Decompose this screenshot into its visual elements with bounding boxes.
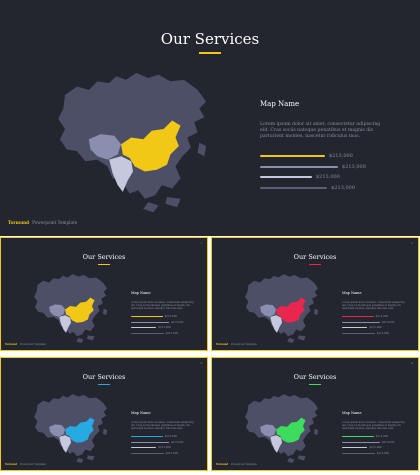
value-bar-2	[131, 441, 169, 443]
value-label-2: $213,000	[171, 320, 184, 324]
map-description: Lorem ipsum dolor sit amet, consectetur …	[342, 301, 405, 311]
value-label-4: $213,000	[376, 451, 390, 455]
map-description: Lorem ipsum dolor sit amet, consectetur …	[342, 421, 405, 431]
value-label-3: $213,000	[158, 326, 171, 329]
value-label-4: $213,000	[165, 451, 179, 455]
value-bar-3	[342, 327, 368, 329]
map-description: Lorem ipsum dolor sit amet, consectetur …	[131, 301, 194, 311]
brand-footer: Tormund Powerpoint Template	[216, 463, 257, 466]
value-bar-3	[131, 447, 157, 449]
slide-title: Our Services	[82, 373, 126, 381]
slide-title: Our Services	[293, 373, 337, 381]
brand-subtitle: Powerpoint Template	[32, 220, 78, 225]
value-label-2: $213,000	[342, 163, 366, 170]
value-label-1: $213,000	[375, 435, 389, 438]
value-label-2: $213,000	[171, 440, 184, 444]
slide-thumbnail-2[interactable]: Our Services Map Name Lorem ipsum dolor …	[211, 237, 419, 351]
brand-name: Tormund	[216, 343, 229, 346]
page-number: 2	[411, 242, 413, 245]
value-bar-3	[131, 327, 157, 329]
brand-subtitle: Powerpoint Template	[231, 343, 257, 346]
brand-name: Tormund	[5, 463, 18, 466]
asia-map	[48, 60, 218, 215]
value-bar-2	[342, 321, 380, 323]
asia-map	[240, 268, 324, 344]
slide-title: Our Services	[293, 253, 337, 261]
value-bar-2	[260, 165, 338, 168]
slide-title: Our Services	[82, 253, 126, 261]
brand-name: Tormund	[5, 343, 18, 346]
slide-thumbnail-3[interactable]: Our Services Map Name Lorem ipsum dolor …	[0, 357, 208, 471]
value-bar-4	[131, 452, 164, 454]
value-bar-4	[131, 332, 164, 334]
value-label-2: $213,000	[382, 320, 395, 324]
value-bar-1	[131, 316, 163, 318]
asia-map	[240, 388, 324, 464]
brand-subtitle: Powerpoint Template	[20, 463, 46, 466]
slide-thumbnail-1[interactable]: Our Services Map Name Lorem ipsum dolor …	[0, 237, 208, 351]
value-bar-2	[342, 441, 380, 443]
value-label-1: $213,000	[329, 153, 353, 159]
value-bar-4	[342, 452, 375, 454]
value-bar-2	[131, 321, 169, 323]
value-label-4: $213,000	[331, 184, 356, 191]
brand-subtitle: Powerpoint Template	[231, 463, 257, 466]
value-label-3: $213,000	[316, 174, 340, 181]
page-number: 1	[200, 242, 202, 245]
brand-footer: Tormund Powerpoint Template	[5, 463, 46, 466]
value-label-2: $213,000	[382, 440, 395, 444]
page-number: 3	[200, 362, 202, 365]
slide-thumbnail-4[interactable]: Our Services Map Name Lorem ipsum dolor …	[211, 357, 419, 471]
value-bar-3	[260, 176, 312, 179]
title-accent-line	[199, 52, 221, 54]
map-name-heading: Map Name	[342, 411, 362, 415]
map-name-heading: Map Name	[131, 291, 151, 295]
title-accent-line	[309, 384, 321, 385]
asia-map	[29, 388, 113, 464]
value-label-4: $213,000	[165, 331, 179, 335]
value-bar-1	[342, 436, 374, 438]
title-accent-line	[309, 264, 321, 265]
value-label-3: $213,000	[369, 326, 382, 329]
map-description: Lorem ipsum dolor sit amet, consectetur …	[131, 421, 194, 431]
map-name-heading: Map Name	[131, 411, 151, 415]
value-label-3: $213,000	[369, 446, 382, 449]
brand-footer: Tormund Powerpoint Template	[5, 343, 46, 346]
value-bar-1	[342, 316, 374, 318]
asia-map	[29, 268, 113, 344]
title-accent-line	[98, 384, 110, 385]
page-number: 4	[411, 362, 413, 365]
map-name-heading: Map Name	[342, 291, 362, 295]
value-label-1: $213,000	[164, 315, 178, 318]
value-label-3: $213,000	[158, 446, 171, 449]
value-bar-1	[131, 436, 163, 438]
brand-footer: Tormund Powerpoint Template	[216, 343, 257, 346]
brand-name: Tormund	[216, 463, 229, 466]
title-accent-line	[98, 264, 110, 265]
slide-title: Our Services	[160, 30, 260, 48]
value-label-4: $213,000	[376, 331, 390, 335]
brand-subtitle: Powerpoint Template	[20, 343, 46, 346]
main-slide: Our Services Map Name Lorem ipsum dolor …	[0, 0, 420, 236]
value-bar-3	[342, 447, 368, 449]
value-bar-1	[260, 155, 325, 158]
brand-footer: Tormund Powerpoint Template	[8, 220, 77, 225]
map-name-heading: Map Name	[260, 100, 300, 108]
value-label-1: $213,000	[164, 435, 178, 438]
brand-name: Tormund	[8, 220, 30, 225]
map-description: Lorem ipsum dolor sit amet, consectetur …	[260, 122, 381, 139]
value-bar-4	[342, 332, 375, 334]
value-bar-4	[260, 186, 328, 189]
value-label-1: $213,000	[375, 315, 389, 318]
